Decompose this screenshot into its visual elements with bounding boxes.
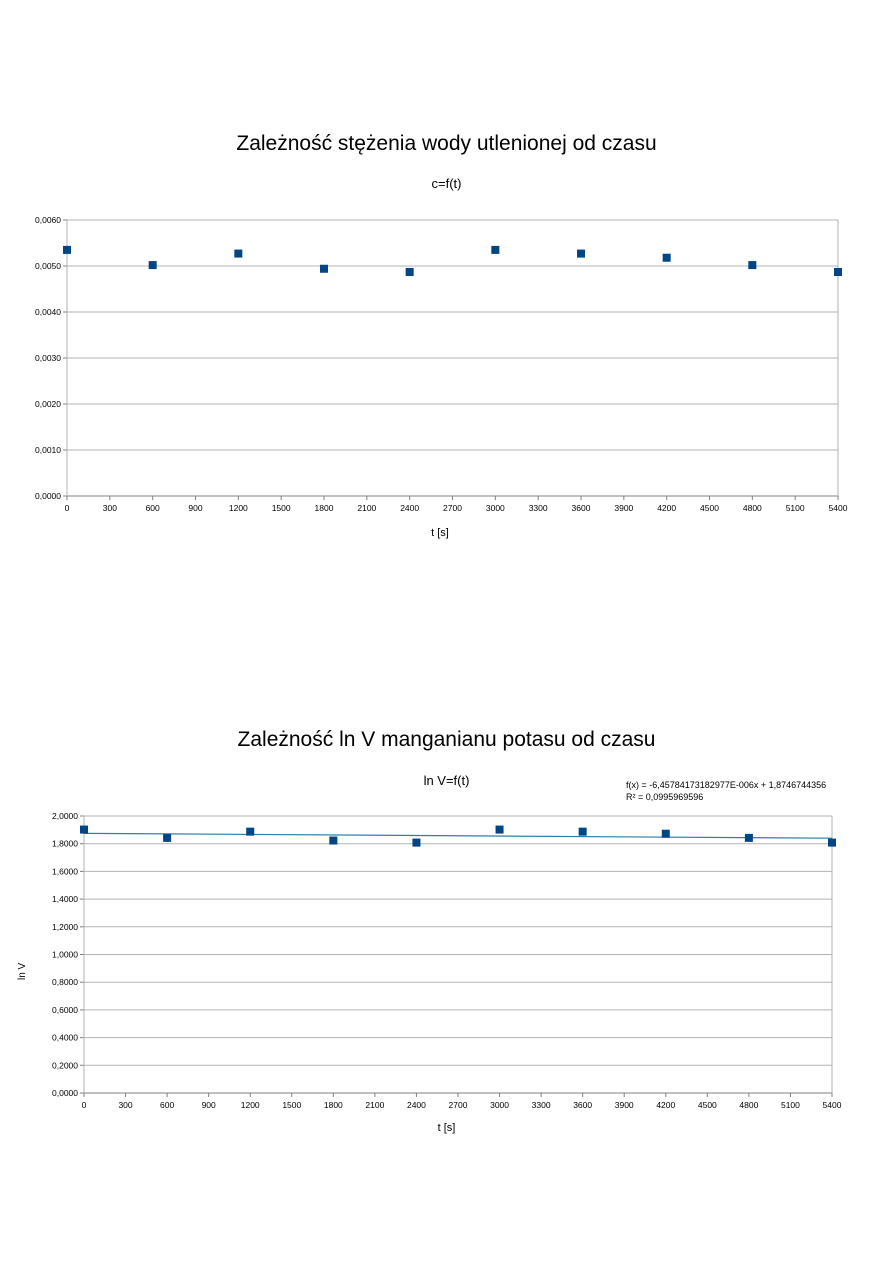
data-point [661,829,670,838]
y-tick-label: 1,6000 [52,866,78,876]
x-tick-label: 1800 [324,1100,343,1110]
data-point [491,245,500,254]
x-tick-label: 1800 [315,503,334,513]
x-tick-label: 900 [188,503,202,513]
chart-2: Zależność ln V manganianu potasu od czas… [0,715,893,1155]
chart-subtitle: c=f(t) [431,176,462,191]
x-tick-label: 1200 [241,1100,260,1110]
data-point [320,264,328,273]
x-tick-label: 3900 [614,503,633,513]
y-tick-label: 0,0000 [52,1088,78,1098]
chart-1: Zależność stężenia wody utlenionej od cz… [0,110,893,560]
data-point [163,833,172,842]
r-squared: R² = 0,0995969596 [626,792,704,802]
chart-subtitle: ln V=f(t) [423,773,470,788]
x-tick-label: 2100 [357,503,376,513]
x-tick-label: 3300 [532,1100,551,1110]
chart-title: Zależność ln V manganianu potasu od czas… [237,728,656,751]
x-tick-label: 3600 [573,1100,592,1110]
y-tick-label: 1,2000 [52,922,78,932]
x-tick-label: 4200 [656,1100,675,1110]
y-tick-label: 0,0010 [35,445,61,455]
x-tick-label: 3000 [490,1100,509,1110]
y-tick-label: 0,0060 [35,215,61,225]
data-point [80,825,88,834]
y-tick-label: 0,0030 [35,353,61,363]
data-point [577,249,585,258]
x-tick-label: 2400 [407,1100,426,1110]
chart-2-plot: 0,0000 0,2000 0,4000 0,6000 0,8000 1,0000 1,20… [52,811,842,1110]
data-point [495,825,504,834]
x-tick-label: 300 [118,1100,132,1110]
x-tick-label: 600 [146,503,160,513]
y-axis-label: ln V [17,962,28,980]
y-tick-label: 0,6000 [52,1005,78,1015]
x-tick-label: 300 [103,503,117,513]
y-tick-label: 2,0000 [52,811,78,821]
x-tick-label: 2700 [443,503,462,513]
x-tick-label: 600 [160,1100,174,1110]
y-tick-label: 0,8000 [52,977,78,987]
trendline-equation: f(x) = -6,45784173182977E-006x + 1,87467… [626,780,827,790]
data-point [405,267,414,276]
x-tick-label: 5400 [829,503,848,513]
y-tick-label: 1,0000 [52,950,78,960]
y-tick-label: 1,4000 [52,894,78,904]
data-point [234,249,243,258]
y-tick-label: 0,2000 [52,1060,78,1070]
y-tick-label: 0,0050 [35,261,61,271]
x-tick-label: 5100 [781,1100,800,1110]
y-tick-label: 0,0040 [35,307,61,317]
data-point [748,261,757,270]
x-tick-label: 4200 [657,503,676,513]
chart-title: Zależność stężenia wody utlenionej od cz… [236,132,657,155]
x-axis-label: t [s] [431,527,449,539]
data-point [744,833,753,842]
data-point [329,836,338,845]
x-tick-label: 4500 [700,503,719,513]
trendline [83,832,833,839]
data-point [148,261,157,270]
y-tick-label: 0,0020 [35,399,61,409]
x-tick-label: 2400 [400,503,419,513]
x-tick-label: 3300 [529,503,548,513]
y-tick-label: 1,8000 [52,839,78,849]
x-tick-label: 1500 [282,1100,301,1110]
x-tick-label: 2100 [365,1100,384,1110]
x-tick-label: 900 [202,1100,216,1110]
chart-1-plot: 0,0000 0,0010 0,0020 0,0030 0,0040 0,0050 0,00… [35,215,848,513]
y-tick-label: 0,4000 [52,1033,78,1043]
x-tick-label: 4800 [743,503,762,513]
data-point [578,827,587,836]
data-point [246,827,255,836]
x-tick-label: 4500 [698,1100,717,1110]
x-tick-label: 3900 [615,1100,634,1110]
data-point [834,267,842,276]
data-point [662,253,671,262]
x-axis-label: t [s] [437,1122,456,1134]
x-tick-label: 0 [82,1100,87,1110]
x-tick-label: 3000 [486,503,505,513]
x-tick-label: 1200 [229,503,248,513]
data-point [828,838,836,847]
x-tick-label: 5100 [786,503,805,513]
x-tick-label: 3600 [572,503,591,513]
x-tick-label: 1500 [272,503,291,513]
x-tick-label: 0 [65,503,70,513]
data-point [412,838,421,847]
data-point [63,245,71,254]
x-tick-label: 2700 [449,1100,468,1110]
x-tick-label: 5400 [823,1100,842,1110]
y-tick-label: 0,0000 [35,491,61,501]
x-tick-label: 4800 [739,1100,758,1110]
